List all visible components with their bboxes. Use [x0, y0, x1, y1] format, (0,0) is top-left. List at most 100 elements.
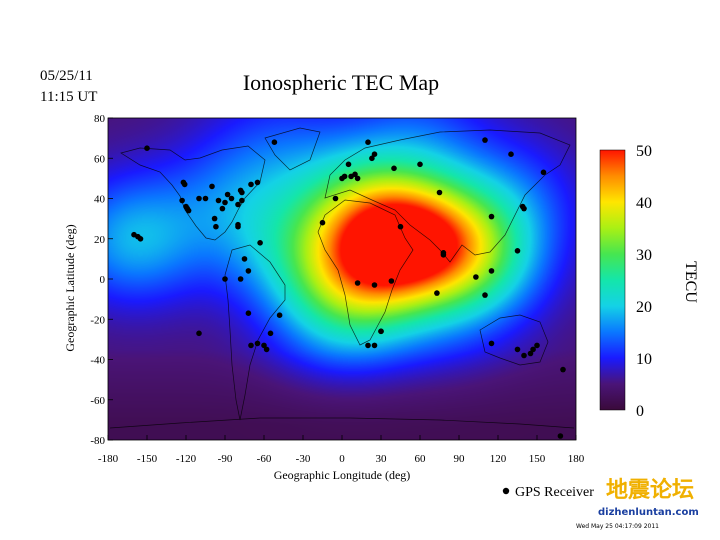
gps-receiver-dot [276, 312, 283, 319]
gps-receiver-dot [222, 199, 228, 206]
y-tick-label: -40 [90, 355, 105, 367]
x-tick-label: -30 [296, 453, 311, 465]
gps-receiver-dot [527, 350, 534, 357]
watermark-chinese: 地震论坛 [606, 477, 694, 503]
gps-receiver-dot [371, 342, 378, 349]
x-tick-label: 90 [454, 453, 466, 465]
gps-receiver-dot [261, 342, 267, 349]
coast-africa [317, 199, 414, 346]
gps-receiver-dot [341, 173, 348, 180]
gps-receiver-dot [371, 282, 378, 288]
chart-title: Ionospheric TEC Map [243, 70, 439, 95]
x-tick-label: 0 [339, 453, 345, 465]
gps-receiver-dot [254, 179, 261, 186]
gps-receiver-dot [391, 165, 397, 172]
x-axis: -180 -150 -120 -90 -60 -30 0 30 60 90 120 150 180 [98, 435, 585, 465]
gps-receiver-dot [135, 233, 141, 240]
gps-receiver-dot [514, 248, 521, 254]
gps-receiver-dot [521, 352, 527, 359]
legend: GPS Receiver [502, 485, 594, 500]
colorbar: 50 40 30 20 10 0 TECU [599, 143, 699, 420]
gps-receiver-dot [482, 292, 488, 298]
y-tick-label: 80 [94, 113, 106, 125]
y-tick-label: -60 [90, 395, 105, 407]
gps-receiver-dot [332, 195, 339, 202]
gps-receiver-dot [213, 223, 219, 230]
gps-receiver-dot [534, 342, 540, 349]
gps-receiver-dot [417, 161, 423, 168]
gps-receiver-dot [196, 330, 202, 337]
gps-receiver-dot [196, 195, 202, 202]
watermark-url: dizhenluntan.com [598, 507, 699, 518]
gps-receiver-dot [211, 215, 218, 222]
gps-receiver-dot [257, 240, 263, 246]
gps-receiver-dot [378, 328, 384, 335]
gps-receiver-dot [202, 195, 209, 202]
x-axis-title: Geographic Longitude (deg) [274, 468, 411, 482]
gps-receiver-dot [530, 346, 536, 353]
gps-receiver-dot [352, 171, 358, 178]
y-tick-label: 60 [94, 153, 106, 165]
x-tick-label: 60 [415, 453, 427, 465]
watermark: 地震论坛 dizhenluntan.com Wed May 25 04:17:0… [576, 477, 699, 530]
date-label: 05/25/11 [40, 68, 93, 84]
y-tick-label: -80 [90, 435, 105, 447]
gps-receiver-dot [219, 205, 226, 212]
gps-receiver-dot [365, 139, 371, 145]
gps-receiver-dot [181, 181, 188, 188]
coast-antarctica [109, 417, 575, 429]
colorbar-tick-label: 40 [636, 195, 652, 212]
gps-receiver-dot [239, 189, 245, 196]
gps-receiver-dot [560, 366, 566, 373]
gps-receiver-dot [369, 155, 375, 162]
gps-receiver-dot [254, 340, 261, 347]
gps-receiver-dot [488, 340, 495, 347]
gps-receiver-dot [488, 213, 495, 220]
gps-receiver-dot [514, 346, 521, 353]
gps-receiver-dot [235, 223, 241, 230]
gps-receivers [131, 137, 566, 439]
gps-receiver-dot [245, 268, 252, 274]
y-tick-label: 0 [100, 274, 106, 286]
gps-receiver-dot [248, 342, 254, 349]
x-tick-label: -60 [257, 453, 272, 465]
gps-receiver-dot [235, 201, 241, 208]
gps-receiver-dot [267, 330, 274, 337]
gps-receiver-dot [345, 161, 352, 168]
gps-receiver-dot [365, 342, 371, 349]
gps-receiver-dot [179, 197, 185, 204]
x-tick-label: 30 [376, 453, 388, 465]
gps-receiver-dot [319, 219, 326, 226]
tec-heatmap [108, 118, 576, 440]
gps-receiver-dot [239, 197, 245, 204]
x-tick-label: 120 [490, 453, 507, 465]
gps-receiver-dot [144, 145, 150, 151]
coast-greenland [264, 127, 321, 171]
gps-receiver-dot [228, 195, 235, 202]
timestamp-stamp: Wed May 25 04:17:09 2011 [576, 523, 659, 530]
heatmap-raster [108, 118, 576, 440]
colorbar-tick-label: 50 [636, 143, 652, 160]
gps-receiver-dot [354, 175, 361, 182]
colorbar-tick-label: 20 [636, 299, 652, 316]
y-tick-label: -20 [90, 314, 105, 326]
coast-eurasia [324, 129, 571, 263]
gps-receiver-dot [209, 183, 215, 190]
y-tick-label: 20 [94, 234, 106, 246]
colorbar-tick-label: 0 [636, 403, 644, 420]
colorbar-ticks: 50 40 30 20 10 0 [636, 143, 652, 420]
gps-receiver-dot [241, 256, 248, 262]
colorbar-gradient [599, 149, 626, 411]
gps-receiver-dot [397, 223, 404, 230]
y-axis: 80 60 40 20 0 -20 -40 -60 -80 [90, 113, 113, 447]
gps-receiver-dot [540, 169, 547, 176]
colorbar-title: TECU [682, 261, 699, 303]
coastlines [109, 127, 575, 429]
gps-receiver-dot [184, 205, 191, 212]
gps-receiver-dot [222, 276, 228, 282]
x-tick-label: 180 [568, 453, 585, 465]
x-tick-label: 150 [529, 453, 546, 465]
colorbar-tick-label: 10 [636, 351, 652, 368]
coast-south-america [224, 244, 286, 421]
x-tick-label: -150 [137, 453, 158, 465]
